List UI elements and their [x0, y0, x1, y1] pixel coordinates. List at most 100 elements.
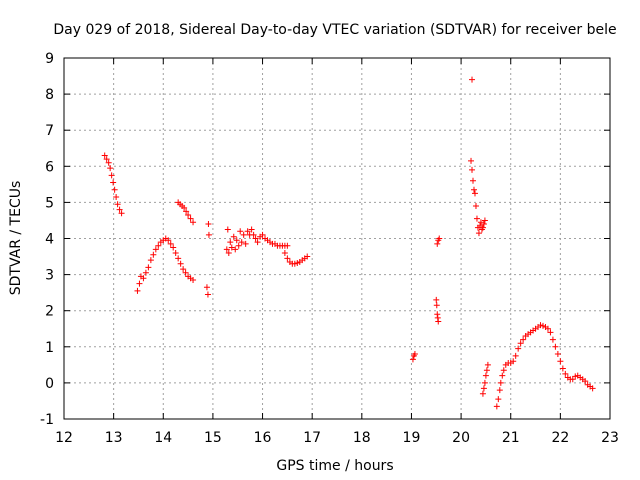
y-tick-label: 8	[45, 87, 54, 103]
x-tick-label: 16	[254, 430, 272, 446]
data-point-arc-b	[172, 249, 179, 256]
y-tick-label: 2	[45, 304, 54, 320]
data-point-arc-e	[235, 242, 242, 249]
data-point-arc-d	[204, 291, 211, 298]
data-point-arc-h	[436, 235, 443, 242]
data-point-arc-b	[152, 246, 159, 253]
data-point-arc-e	[242, 240, 249, 247]
data-point-arc-b	[150, 251, 157, 258]
y-tick-label: 4	[45, 232, 54, 248]
y-tick-label: 9	[45, 51, 54, 67]
y-tick-label: 0	[45, 376, 54, 392]
data-point-arc-i	[479, 224, 486, 231]
data-point-arc-i	[475, 230, 482, 237]
x-tick-label: 22	[551, 430, 569, 446]
data-point-arc-a	[114, 201, 121, 208]
data-point-arc-b	[170, 244, 177, 251]
y-tick-label: 6	[45, 159, 54, 175]
data-point-arc-k	[557, 358, 564, 365]
data-point-arc-e	[240, 231, 247, 238]
data-point-arc-f	[281, 249, 288, 256]
data-point-arc-d	[203, 284, 210, 291]
data-point-arc-k	[547, 329, 554, 336]
data-point-arc-i	[470, 177, 477, 184]
data-point-arc-c	[187, 215, 194, 222]
data-point-arc-k	[515, 345, 522, 352]
data-point-arc-i	[473, 215, 480, 222]
data-point-arc-b	[177, 260, 184, 267]
data-point-arc-b	[190, 277, 197, 284]
data-point-arc-i	[472, 203, 479, 210]
plot-frame	[63, 57, 611, 420]
data-point-arc-a	[107, 165, 114, 172]
data-point-arc-i	[471, 190, 478, 197]
x-tick-label: 18	[353, 430, 371, 446]
y-tick-label: 3	[45, 268, 54, 284]
data-point-arc-b	[140, 275, 147, 282]
data-point-arc-i	[468, 157, 475, 164]
data-point-arc-i	[469, 76, 476, 83]
data-point-arc-c	[181, 204, 188, 211]
data-point-arc-b	[175, 255, 182, 262]
data-point-arc-a	[110, 179, 117, 186]
data-point-arc-h	[433, 302, 440, 309]
data-point-arc-e	[284, 242, 291, 249]
data-point-arc-b	[136, 280, 143, 287]
x-tick-label: 13	[105, 430, 123, 446]
data-point-arc-e	[233, 237, 240, 244]
data-point-arc-c	[190, 219, 197, 226]
data-point-arc-j	[481, 379, 488, 386]
data-point-arc-a	[113, 193, 120, 200]
y-tick-label: 7	[45, 123, 54, 139]
data-point-arc-e	[225, 249, 232, 256]
data-point-arc-e	[248, 226, 255, 233]
data-point-arc-d	[205, 231, 212, 238]
x-tick-label: 19	[403, 430, 421, 446]
data-point-arc-j	[480, 385, 487, 392]
data-point-arc-a	[103, 156, 110, 163]
data-point-arc-i	[470, 186, 477, 193]
data-point-arc-k	[517, 340, 524, 347]
data-point-arc-k	[497, 379, 504, 386]
data-point-arc-e	[250, 231, 257, 238]
data-point-arc-i	[481, 217, 488, 224]
y-tick-label: 5	[45, 195, 54, 211]
x-tick-label: 12	[55, 430, 73, 446]
data-point-arc-b	[142, 269, 149, 276]
x-tick-label: 21	[502, 430, 520, 446]
data-point-arc-k	[496, 387, 503, 394]
data-point-arc-e	[228, 244, 235, 251]
data-point-arc-e	[227, 239, 234, 246]
data-point-arc-a	[105, 159, 112, 166]
data-point-arc-j	[482, 372, 489, 379]
data-point-arc-j	[483, 367, 490, 374]
data-point-arc-g	[411, 351, 418, 358]
chart-title: Day 029 of 2018, Sidereal Day-to-day VTE…	[53, 22, 616, 38]
data-point-arc-e	[244, 228, 251, 235]
data-point-arc-a	[111, 186, 118, 193]
data-point-arc-b	[182, 269, 189, 276]
x-tick-label: 17	[303, 430, 321, 446]
data-point-arc-b	[180, 266, 187, 273]
y-tick-label: 1	[45, 340, 54, 356]
data-point-arc-k	[500, 367, 507, 374]
data-point-arc-f	[284, 255, 291, 262]
data-point-arc-e	[259, 231, 266, 238]
data-point-arc-b	[167, 240, 174, 247]
data-point-arc-e	[223, 246, 230, 253]
data-point-arc-e	[238, 239, 245, 246]
data-point-arc-k	[549, 336, 556, 343]
data-point-arc-k	[510, 358, 517, 365]
data-point-arc-k	[544, 325, 551, 332]
data-point-arc-a	[118, 210, 125, 217]
data-point-arc-d	[205, 221, 212, 228]
data-point-arc-i	[469, 166, 476, 173]
x-tick-label: 23	[601, 430, 619, 446]
data-point-arc-k	[493, 403, 500, 410]
data-point-arc-k	[499, 372, 506, 379]
data-point-arc-k	[552, 343, 559, 350]
data-point-arc-k	[589, 385, 596, 392]
x-axis-label: GPS time / hours	[276, 458, 393, 474]
